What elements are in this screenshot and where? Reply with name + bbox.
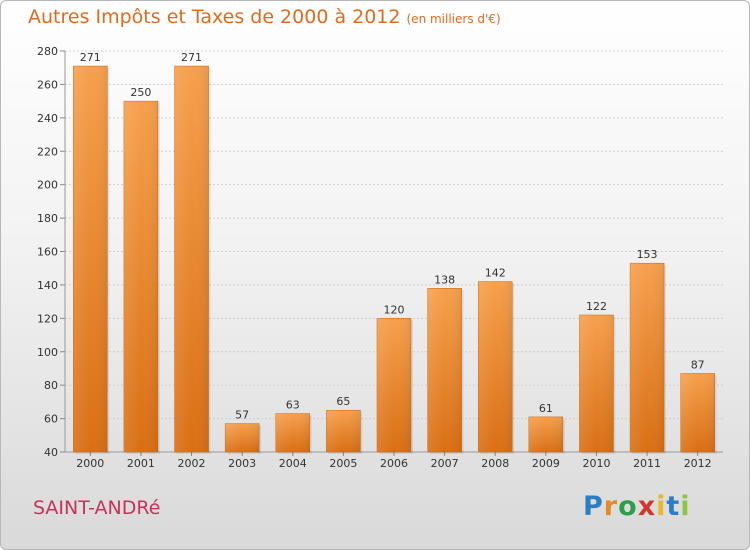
proxiti-logo: Proxiti: [583, 491, 691, 522]
logo-letter: o: [618, 491, 638, 522]
data-label: 120: [384, 303, 405, 316]
x-tick-label: 2011: [633, 457, 661, 470]
x-tick-label: 2001: [127, 457, 155, 470]
y-tick-label: 180: [37, 212, 58, 225]
bar-shine: [377, 318, 411, 452]
x-tick-label: 2000: [76, 457, 104, 470]
y-tick-label: 160: [37, 246, 58, 259]
bars: [73, 65, 717, 454]
data-label: 250: [130, 86, 151, 99]
data-label: 271: [181, 51, 202, 64]
bar-shine: [478, 281, 513, 452]
commune-name: SAINT-ANDRé: [33, 497, 161, 519]
x-tick-label: 2005: [329, 457, 357, 470]
bar-shine: [275, 413, 310, 452]
bar-shine: [630, 263, 665, 452]
x-tick-label: 2010: [582, 457, 610, 470]
x-tick-label: 2006: [380, 457, 408, 470]
bar-shine: [225, 423, 260, 452]
x-tick-label: 2008: [481, 457, 509, 470]
bar-shine: [680, 373, 715, 452]
y-tick-label: 200: [37, 179, 58, 192]
logo-letter: i: [680, 491, 691, 522]
logo-letter: x: [637, 491, 657, 522]
y-tick-label: 140: [37, 279, 58, 292]
logo-letter: i: [656, 491, 667, 522]
x-tick-label: 2009: [532, 457, 560, 470]
y-tick-label: 80: [44, 379, 58, 392]
bar-shine: [73, 66, 108, 452]
data-label: 87: [691, 358, 705, 371]
data-label: 61: [539, 402, 553, 415]
x-tick-label: 2003: [228, 457, 256, 470]
y-tick-label: 120: [37, 312, 58, 325]
bar-shine: [579, 314, 614, 452]
data-label: 63: [286, 399, 300, 412]
bar-shine: [174, 66, 209, 452]
x-tick-label: 2007: [431, 457, 459, 470]
chart-title: Autres Impôts et Taxes de 2000 à 2012 (en…: [28, 6, 501, 28]
data-label: 122: [586, 300, 607, 313]
bar-shine: [528, 416, 563, 452]
data-label: 57: [235, 409, 249, 422]
y-tick-label: 240: [37, 112, 58, 125]
logo-letter: P: [583, 491, 604, 522]
y-tick-label: 260: [37, 78, 58, 91]
logo-letter: r: [603, 491, 619, 522]
bar-shine: [123, 101, 158, 452]
bar-shine: [427, 288, 462, 452]
y-tick-label: 40: [44, 446, 58, 459]
y-tick-label: 100: [37, 346, 58, 359]
chart-subtitle: (en milliers d'€): [406, 12, 501, 26]
data-label: 65: [336, 395, 350, 408]
logo-letter: t: [666, 491, 681, 522]
y-tick-label: 280: [37, 45, 58, 58]
x-tick-label: 2012: [684, 457, 712, 470]
data-label: 153: [637, 248, 658, 261]
labels: 40 60 80 100 120 140 160 180 200 220 240 260 280 271 2…: [37, 45, 712, 470]
data-label: 271: [80, 51, 101, 64]
x-tick-label: 2002: [178, 457, 206, 470]
bar-shine: [326, 410, 361, 452]
data-label: 142: [485, 267, 506, 280]
y-tick-label: 220: [37, 145, 58, 158]
x-tick-label: 2004: [279, 457, 307, 470]
data-label: 138: [434, 273, 455, 286]
y-tick-label: 60: [44, 413, 58, 426]
